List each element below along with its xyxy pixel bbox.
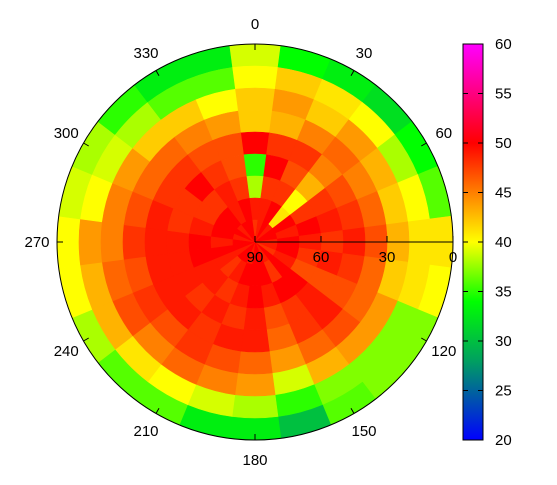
- azimuth-label: 180: [242, 452, 267, 469]
- radial-labels: 90 60 30 0: [247, 249, 458, 266]
- azimuth-tick: [350, 408, 355, 414]
- heatmap-cell: [231, 65, 279, 90]
- heatmap-cell: [237, 109, 273, 134]
- heatmap-cell: [243, 153, 267, 177]
- azimuth-label: 150: [351, 423, 376, 440]
- heatmap-cell: [234, 372, 276, 397]
- heatmap-cell: [240, 131, 270, 156]
- azimuth-tick: [421, 337, 427, 342]
- colorbar-tick-label: 20: [495, 432, 512, 449]
- heatmap-cell: [78, 218, 103, 266]
- heatmap-cell: [237, 350, 273, 375]
- radial-tick-label: 60: [313, 249, 330, 266]
- heatmap-cell: [246, 219, 256, 243]
- azimuth-tick: [155, 70, 160, 76]
- heatmap-cell: [122, 224, 147, 260]
- azimuth-label: 60: [435, 125, 452, 142]
- heatmap-cell: [243, 307, 267, 331]
- radial-axis-ticks: [254, 236, 454, 242]
- heatmap-cell: [234, 87, 276, 112]
- colorbar-tick-label: 55: [495, 86, 512, 103]
- heatmap-cell: [100, 221, 125, 263]
- azimuth-label: 330: [133, 45, 158, 62]
- azimuth-tick: [155, 408, 160, 414]
- azimuth-tick: [350, 70, 355, 76]
- heatmap-cell: [231, 394, 279, 419]
- colorbar-tick-label: 60: [495, 36, 512, 53]
- colorbar-tick-label: 25: [495, 383, 512, 400]
- colorbar-tick-label: 40: [495, 234, 512, 251]
- colorbar-ticks: 20 25 30 35 40 45 50 55 60: [463, 36, 512, 449]
- colorbar-tick-label: 45: [495, 185, 512, 202]
- radial-tick-label: 90: [247, 249, 264, 266]
- azimuth-label: 0: [251, 16, 259, 33]
- azimuth-label: 240: [54, 343, 79, 360]
- azimuth-label: 120: [431, 343, 456, 360]
- azimuth-tick: [421, 142, 427, 147]
- colorbar-tick-label: 30: [495, 333, 512, 350]
- azimuth-label: 300: [54, 125, 79, 142]
- heatmap-cells: [56, 43, 454, 441]
- heatmap-cell: [240, 328, 270, 353]
- azimuth-tick: [83, 142, 89, 147]
- azimuth-label: 270: [24, 234, 49, 251]
- heatmap-cell: [166, 230, 190, 254]
- radial-tick-label: 0: [449, 249, 457, 266]
- colorbar-tick-label: 35: [495, 284, 512, 301]
- heatmap-cell: [144, 227, 169, 257]
- radial-tick-label: 30: [379, 249, 396, 266]
- colorbar-tick-label: 50: [495, 135, 512, 152]
- azimuth-label: 30: [356, 45, 373, 62]
- azimuth-label: 210: [133, 423, 158, 440]
- azimuth-tick: [83, 337, 89, 342]
